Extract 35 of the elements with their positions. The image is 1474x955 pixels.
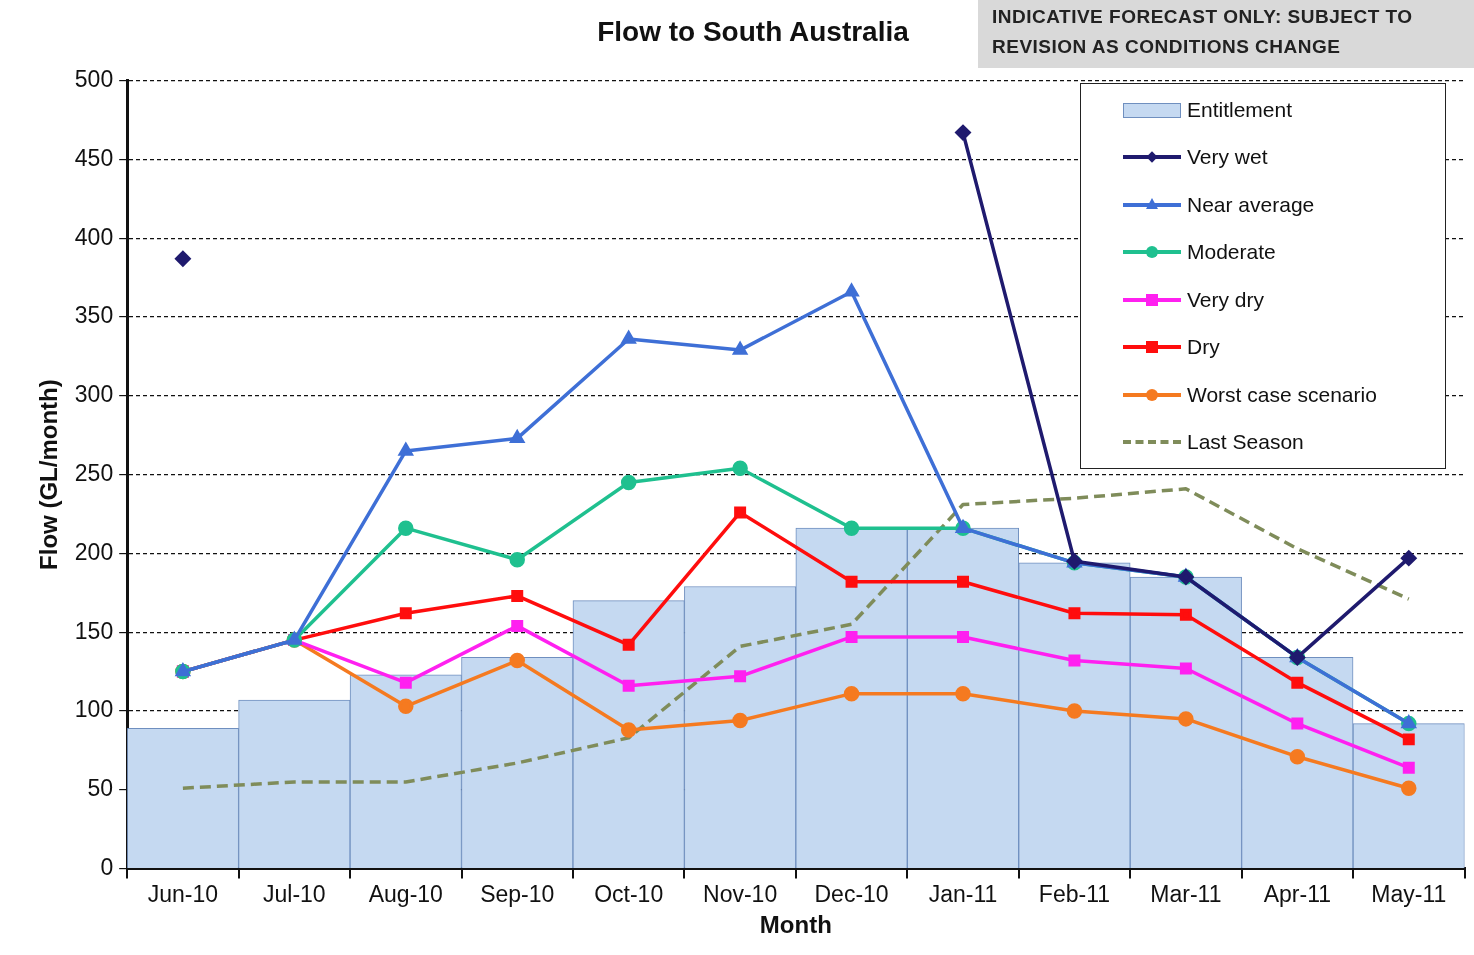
- x-tick-label: Aug-10: [368, 880, 443, 907]
- x-tick-label: Feb-11: [1038, 880, 1111, 907]
- caption-box: INDICATIVE FORECAST ONLY: SUBJECT TO REVISION AS CONDITIONS CHANGE: [978, 0, 1474, 68]
- x-tick-label: Jan-11: [928, 880, 998, 907]
- y-tick-label: 500: [74, 65, 114, 92]
- x-axis-title: Month: [759, 911, 832, 939]
- legend-label: Near average: [1187, 192, 1315, 217]
- legend-label: Last Season: [1187, 430, 1304, 455]
- x-tick-label: Oct-10: [594, 880, 664, 907]
- y-tick-label: 300: [74, 381, 114, 408]
- legend-label: Entitlement: [1187, 97, 1293, 122]
- x-tick-label: Nov-10: [703, 880, 778, 907]
- y-tick-label: 150: [74, 617, 114, 644]
- legend-label: Worst case scenario: [1187, 382, 1377, 407]
- x-tick-label: Apr-11: [1263, 880, 1331, 907]
- y-tick-label: 250: [74, 459, 114, 486]
- y-tick-label: 400: [74, 223, 114, 250]
- y-tick-label: 350: [74, 302, 114, 329]
- legend-label: Very dry: [1187, 287, 1265, 312]
- x-tick-label: Dec-10: [814, 880, 889, 907]
- x-tick-label: Jun-10: [147, 880, 219, 907]
- chart-title: Flow to South Australia: [597, 15, 910, 47]
- x-tick-label: Mar-11: [1150, 880, 1222, 907]
- legend-label: Very wet: [1187, 145, 1268, 170]
- y-tick-label: 50: [87, 775, 114, 802]
- x-tick-label: Sep-10: [480, 880, 555, 907]
- legend-label: Moderate: [1187, 240, 1276, 265]
- y-tick-label: 100: [74, 696, 114, 723]
- y-tick-label: 0: [100, 853, 114, 880]
- x-tick-label: May-11: [1371, 880, 1447, 907]
- y-tick-label: 200: [74, 538, 114, 565]
- x-tick-label: Jul-10: [263, 880, 326, 907]
- legend-label: Dry: [1187, 335, 1220, 360]
- y-tick-label: 450: [74, 144, 114, 171]
- y-axis-title: Flow (GL/month): [35, 379, 63, 570]
